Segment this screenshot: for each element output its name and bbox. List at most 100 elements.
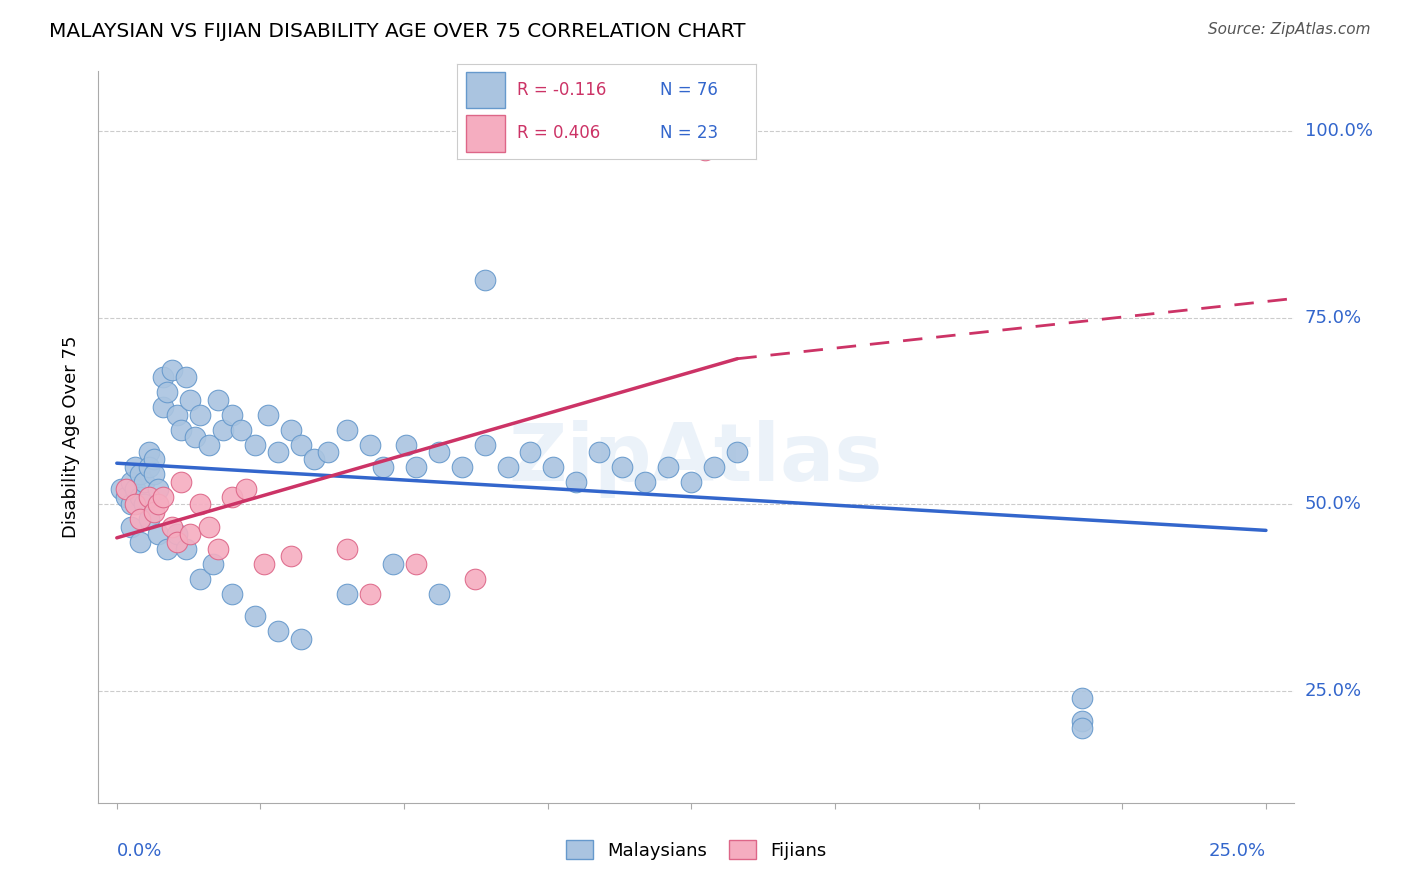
Point (138, 490, 160, 504)
Point (156, 542, 179, 557)
Point (148, 483, 170, 497)
Point (280, 423, 302, 437)
Point (221, 587, 243, 601)
Point (188, 408, 211, 422)
Point (304, 452, 326, 467)
Point (148, 527, 170, 541)
Point (359, 437, 381, 451)
Text: 100.0%: 100.0% (1305, 122, 1372, 140)
Point (565, 475, 588, 489)
Text: 75.0%: 75.0% (1305, 309, 1362, 326)
Point (156, 385, 179, 400)
Point (142, 452, 165, 467)
Point (1071, 691, 1094, 706)
Point (405, 557, 427, 571)
Point (115, 490, 138, 504)
Point (359, 587, 381, 601)
Point (124, 497, 146, 511)
Text: 0.0%: 0.0% (117, 842, 162, 860)
Point (681, 475, 703, 489)
Point (197, 519, 219, 533)
Point (221, 490, 243, 504)
Point (207, 392, 229, 407)
Point (197, 437, 219, 451)
Point (166, 534, 188, 549)
Point (267, 624, 290, 639)
Point (373, 459, 395, 474)
Point (316, 445, 339, 459)
Point (134, 475, 156, 489)
Text: 25.0%: 25.0% (1305, 681, 1362, 700)
Point (138, 445, 160, 459)
Point (134, 497, 156, 511)
Point (152, 370, 174, 384)
Point (450, 459, 472, 474)
Point (174, 542, 197, 557)
Point (138, 459, 160, 474)
Point (336, 587, 359, 601)
Point (280, 549, 302, 564)
Point (253, 557, 276, 571)
Y-axis label: Disability Age Over 75: Disability Age Over 75 (62, 335, 80, 539)
Point (166, 527, 188, 541)
Text: ZipAtlas: ZipAtlas (509, 420, 883, 498)
Text: MALAYSIAN VS FIJIAN DISABILITY AGE OVER 75 CORRELATION CHART: MALAYSIAN VS FIJIAN DISABILITY AGE OVER … (49, 22, 745, 41)
Point (188, 572, 211, 586)
Point (405, 459, 427, 474)
Point (170, 423, 193, 437)
Legend: Malaysians, Fijians: Malaysians, Fijians (558, 833, 834, 867)
Point (290, 632, 312, 646)
Point (142, 467, 165, 482)
Point (152, 401, 174, 415)
Point (543, 459, 565, 474)
Point (657, 459, 679, 474)
Point (128, 512, 150, 526)
Point (1071, 721, 1094, 735)
Text: 25.0%: 25.0% (1209, 842, 1265, 860)
Point (634, 475, 657, 489)
Point (160, 519, 183, 533)
Point (221, 408, 243, 422)
Point (336, 423, 359, 437)
Point (142, 505, 165, 519)
Point (110, 483, 132, 497)
Point (128, 467, 150, 482)
Point (474, 273, 496, 287)
Point (381, 557, 404, 571)
Point (207, 542, 229, 557)
Point (174, 370, 197, 384)
Point (703, 459, 725, 474)
Point (695, 143, 717, 157)
Point (128, 534, 150, 549)
Point (243, 437, 266, 451)
Point (138, 512, 160, 526)
Point (184, 430, 207, 444)
Point (170, 475, 193, 489)
Point (496, 459, 519, 474)
Point (427, 445, 450, 459)
Text: Source: ZipAtlas.com: Source: ZipAtlas.com (1208, 22, 1371, 37)
Point (464, 572, 486, 586)
Point (166, 408, 188, 422)
Point (211, 423, 233, 437)
Point (115, 483, 138, 497)
Point (128, 490, 150, 504)
Point (152, 490, 174, 504)
Point (124, 483, 146, 497)
Point (725, 445, 748, 459)
Point (474, 437, 496, 451)
Point (235, 483, 257, 497)
Point (124, 459, 146, 474)
Point (120, 497, 142, 511)
Point (588, 445, 610, 459)
Point (336, 542, 359, 557)
Point (395, 437, 418, 451)
Point (160, 363, 183, 377)
Text: 50.0%: 50.0% (1305, 495, 1361, 513)
Point (188, 497, 211, 511)
Point (229, 423, 252, 437)
Point (612, 459, 634, 474)
Point (519, 445, 541, 459)
Point (120, 519, 142, 533)
Point (267, 445, 290, 459)
